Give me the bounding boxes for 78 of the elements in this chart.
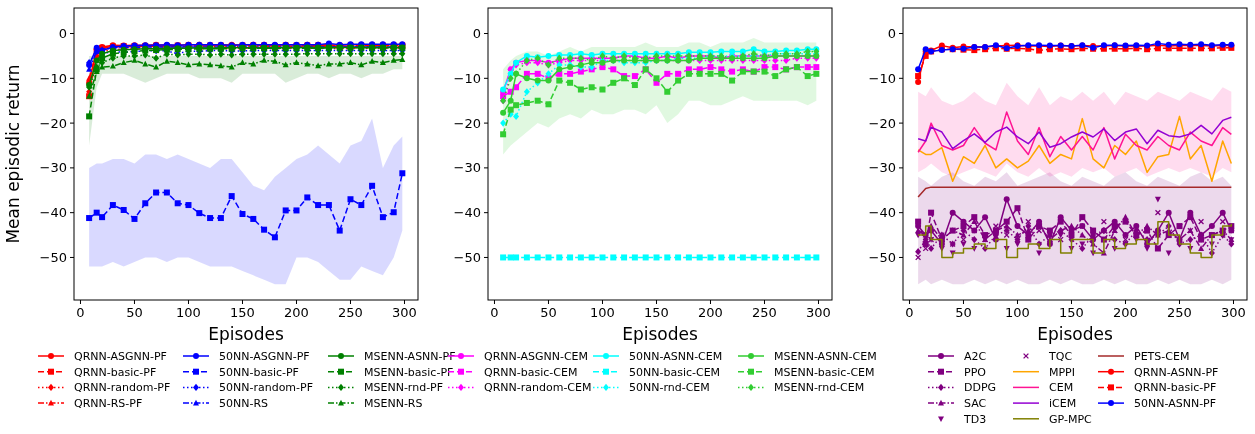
- y-tick-label: −20: [39, 115, 67, 131]
- legend-label: MSENN-rnd-PF: [364, 381, 444, 395]
- x-tick-label: 50: [955, 305, 972, 320]
- x-tick-label: 150: [230, 305, 255, 320]
- legend-label: DDPG: [964, 381, 997, 395]
- legend-label: QRNN-RS-PF: [74, 397, 143, 411]
- y-tick-label: −30: [868, 160, 896, 176]
- legend-label: QRNN-ASNN-PF: [1134, 365, 1219, 379]
- legend-label: A2C: [964, 350, 987, 363]
- y-tick-label: 0: [887, 26, 896, 42]
- x-tick-label: 100: [176, 305, 201, 320]
- legend-label: QRNN-random-PF: [74, 381, 171, 395]
- x-tick-label: 0: [490, 305, 499, 320]
- x-axis-title: Episodes: [208, 324, 284, 344]
- y-tick-label: −50: [868, 249, 896, 265]
- x-tick-label: 100: [1005, 305, 1030, 320]
- legend-label: QRNN-basic-PF: [1134, 381, 1217, 395]
- legend-label: 50NN-ASGNN-PF: [219, 350, 310, 363]
- legend-label: CEM: [1049, 381, 1074, 395]
- y-tick-label: −30: [453, 160, 481, 176]
- legend-label: SAC: [964, 397, 987, 411]
- x-tick-label: 50: [540, 305, 557, 320]
- x-tick-label: 200: [284, 305, 309, 320]
- x-axis-title: Episodes: [1037, 324, 1113, 344]
- legend-label: MSENN-RS: [364, 397, 423, 411]
- legend-label: 50NN-random-PF: [219, 381, 314, 395]
- y-tick-label: −20: [453, 115, 481, 131]
- y-tick-label: −50: [453, 249, 481, 265]
- legend-label: QRNN-random-CEM: [484, 381, 592, 395]
- legend-label: QRNN-ASGNN-CEM: [484, 350, 589, 363]
- x-tick-label: 150: [644, 305, 669, 320]
- x-tick-label: 300: [1221, 305, 1246, 320]
- x-tick-label: 250: [1167, 305, 1192, 320]
- y-tick-label: −40: [868, 205, 896, 221]
- x-tick-label: 100: [590, 305, 615, 320]
- y-tick-label: −30: [39, 160, 67, 176]
- y-tick-label: −10: [868, 70, 896, 86]
- y-tick-label: 0: [58, 26, 67, 42]
- x-tick-label: 300: [392, 305, 417, 320]
- legend-label: MSENN-ASNN-CEM: [774, 350, 877, 363]
- legend-label: MSENN-basic-CEM: [774, 365, 875, 379]
- legend-label: MSENN-basic-PF: [364, 365, 454, 379]
- x-tick-label: 50: [126, 305, 143, 320]
- x-tick-label: 0: [905, 305, 914, 320]
- y-axis-title: Mean episodic return: [3, 64, 23, 244]
- x-tick-label: 150: [1059, 305, 1084, 320]
- legend-label: MSENN-ASNN-PF: [364, 350, 456, 363]
- y-tick-label: −40: [453, 205, 481, 221]
- x-tick-label: 200: [1113, 305, 1138, 320]
- legend-label: TQC: [1048, 350, 1073, 363]
- y-tick-label: −10: [39, 70, 67, 86]
- y-tick-label: −50: [39, 249, 67, 265]
- legend-label: 50NN-rnd-CEM: [629, 381, 710, 395]
- x-tick-label: 250: [752, 305, 777, 320]
- y-tick-label: −20: [868, 115, 896, 131]
- legend-label: 50NN-ASNN-PF: [1134, 397, 1217, 411]
- y-tick-label: 0: [472, 26, 481, 42]
- x-tick-label: 0: [76, 305, 85, 320]
- legend-label: MSENN-rnd-CEM: [774, 381, 865, 395]
- legend-label: QRNN-basic-PF: [74, 365, 157, 379]
- legend-label: MPPI: [1049, 365, 1076, 379]
- legend-label: QRNN-basic-CEM: [484, 365, 578, 379]
- legend-label: GP-MPC: [1049, 412, 1093, 426]
- x-tick-label: 200: [698, 305, 723, 320]
- x-axis-title: Episodes: [622, 324, 698, 344]
- legend-label: 50NN-basic-CEM: [629, 365, 721, 379]
- legend-label: 50NN-basic-PF: [219, 365, 299, 379]
- x-tick-label: 250: [338, 305, 363, 320]
- legend-label: QRNN-ASGNN-PF: [74, 350, 167, 363]
- legend-label: PETS-CEM: [1134, 350, 1190, 363]
- legend-label: TD3: [963, 412, 987, 426]
- x-tick-label: 300: [806, 305, 831, 320]
- y-tick-label: −40: [39, 205, 67, 221]
- legend-label: iCEM: [1049, 397, 1077, 411]
- legend-label: PPO: [964, 365, 987, 379]
- legend-label: 50NN-RS: [219, 397, 269, 411]
- legend-label: 50NN-ASNN-CEM: [629, 350, 723, 363]
- y-tick-label: −10: [453, 70, 481, 86]
